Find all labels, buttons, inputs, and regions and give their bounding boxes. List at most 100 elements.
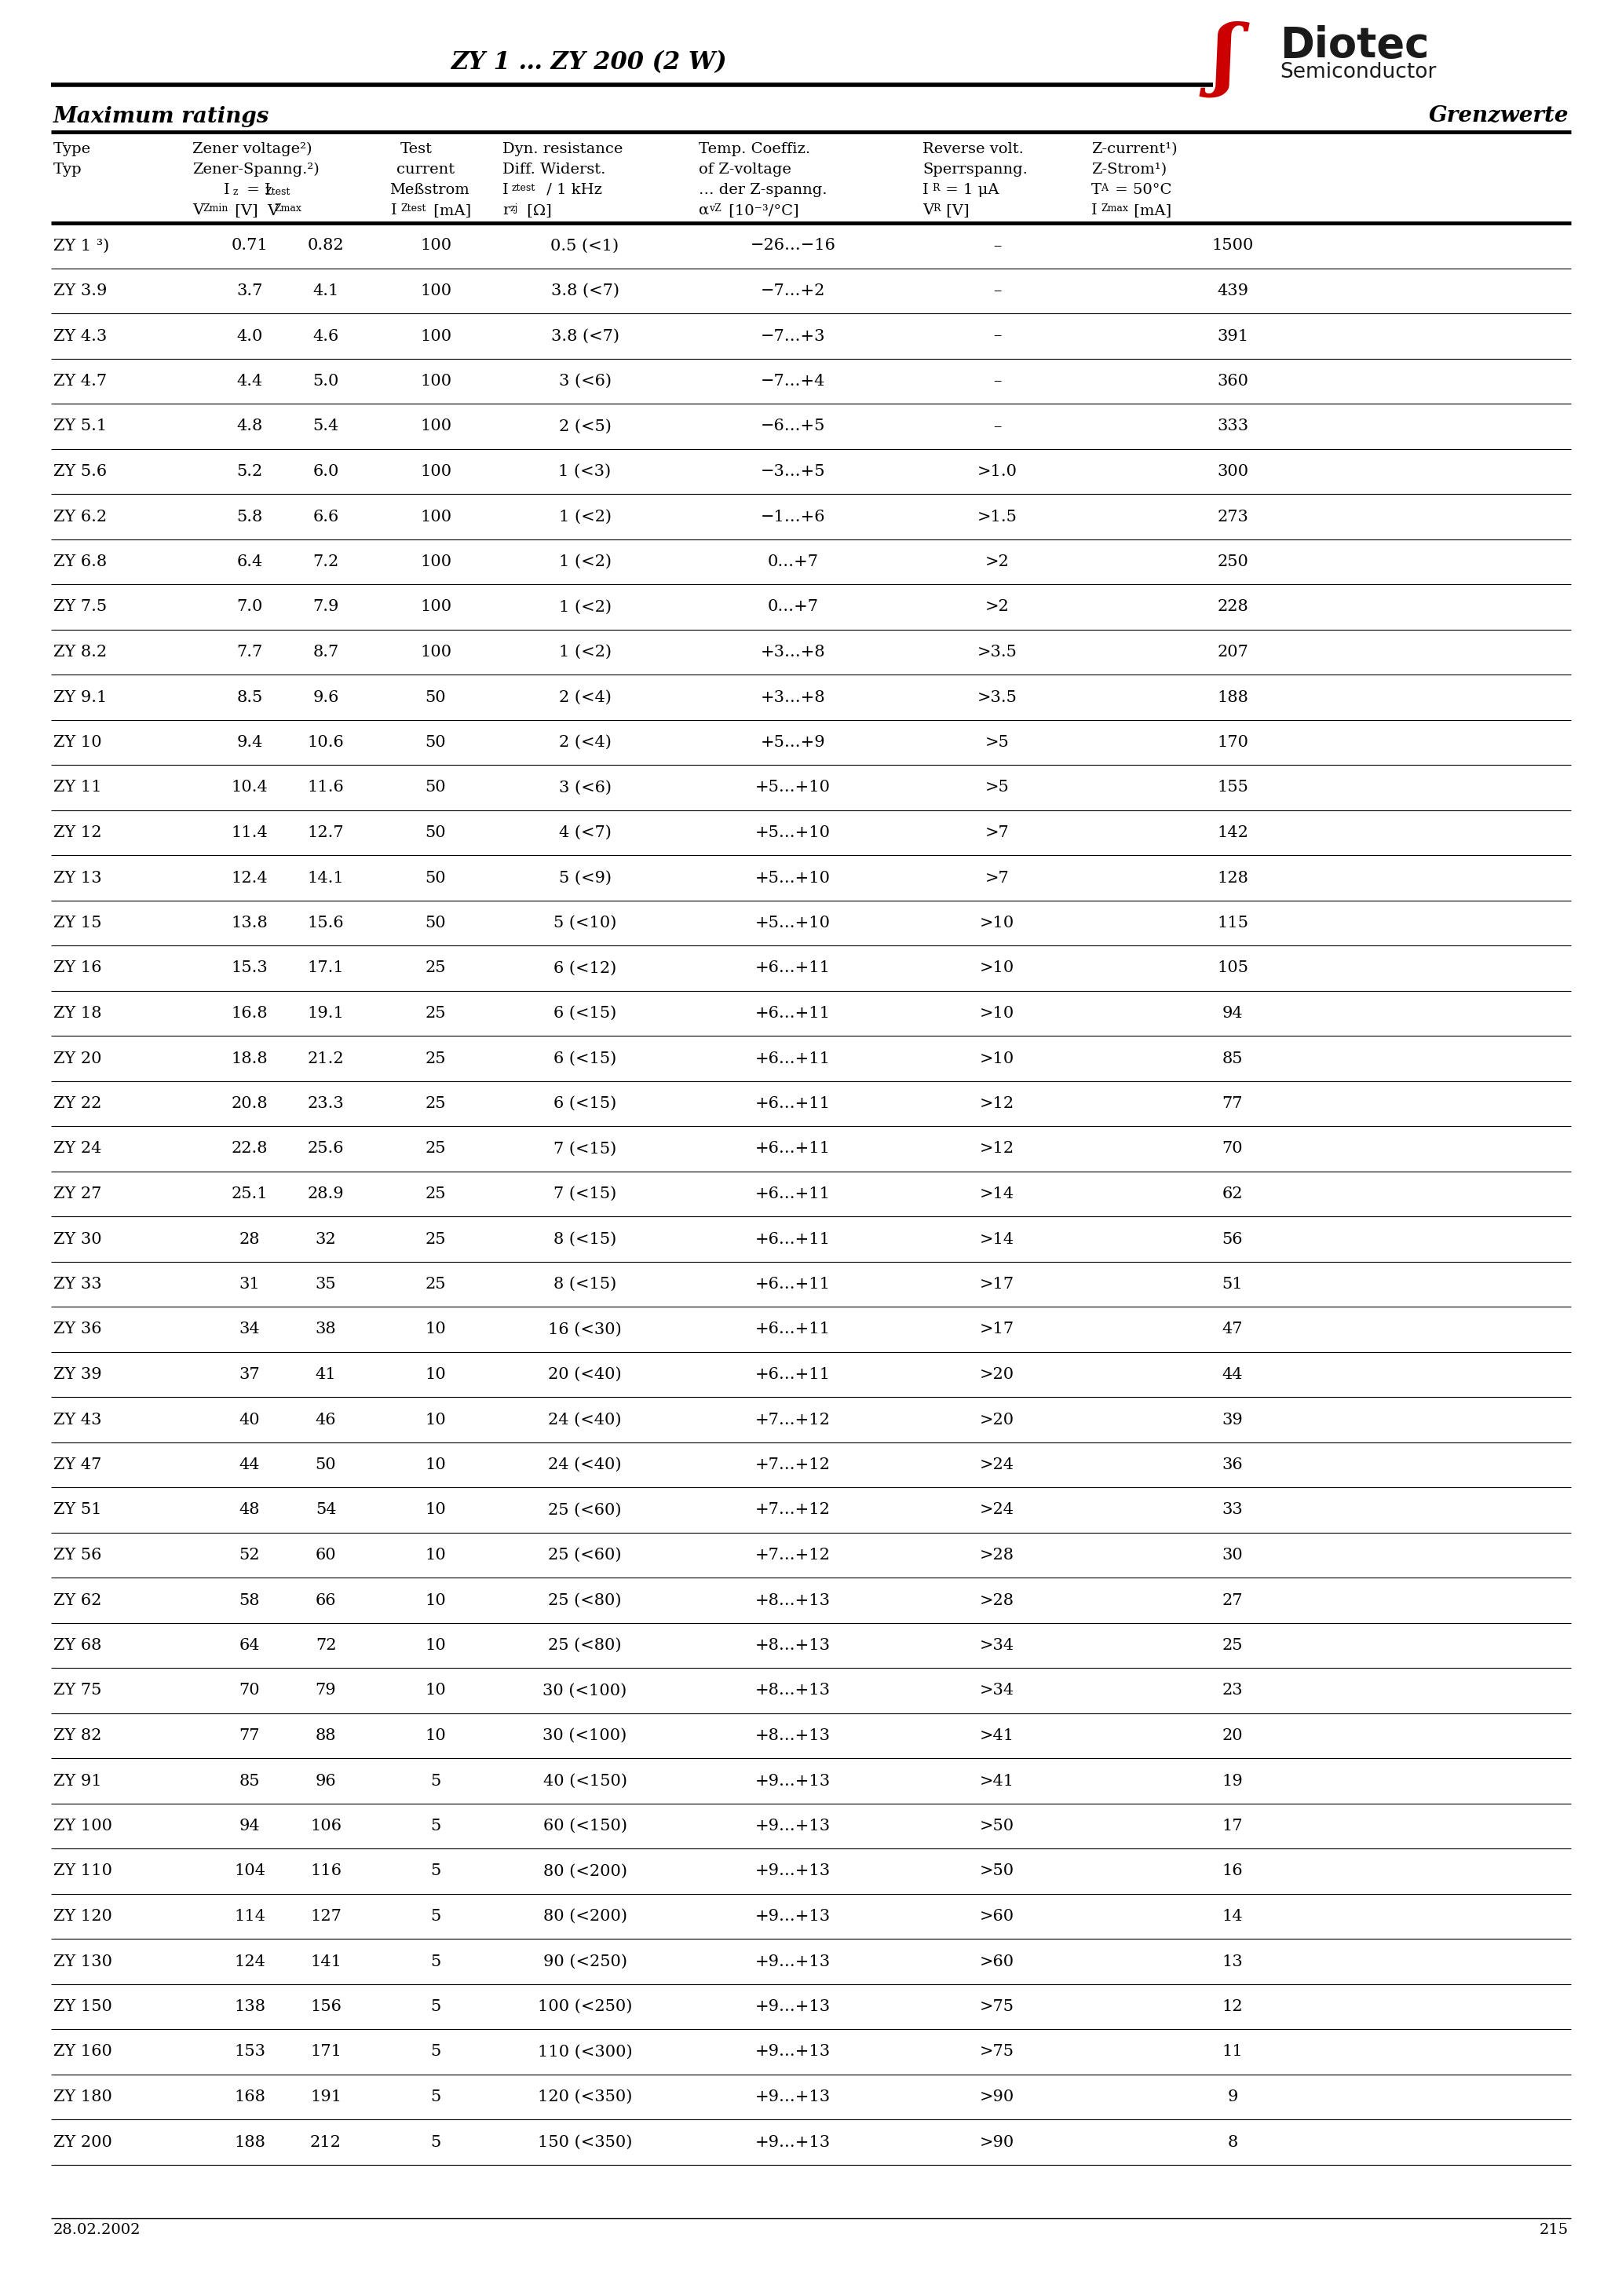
Text: 16 (<30): 16 (<30) (548, 1322, 621, 1336)
Text: 5.2: 5.2 (237, 464, 263, 480)
Text: 116: 116 (310, 1864, 342, 1878)
Text: 50: 50 (315, 1458, 336, 1472)
Text: 20: 20 (1221, 1729, 1242, 1743)
Text: >10: >10 (980, 960, 1014, 976)
Text: ZY 82: ZY 82 (54, 1729, 102, 1743)
Text: +5…+10: +5…+10 (756, 781, 830, 794)
Text: ZY 6.2: ZY 6.2 (54, 510, 107, 523)
Text: 32: 32 (315, 1231, 336, 1247)
Text: 191: 191 (310, 2089, 342, 2105)
Text: +5…+10: +5…+10 (756, 824, 830, 840)
Text: 7 (<15): 7 (<15) (553, 1141, 616, 1157)
Text: >50: >50 (980, 1864, 1014, 1878)
Text: 5: 5 (430, 1864, 441, 1878)
Text: [mA]: [mA] (428, 204, 470, 218)
Text: −7…+2: −7…+2 (761, 282, 826, 298)
Text: 5: 5 (430, 1818, 441, 1835)
Text: 9.6: 9.6 (313, 689, 339, 705)
Text: A: A (1101, 184, 1108, 193)
Text: 4.4: 4.4 (237, 374, 263, 388)
Text: 20.8: 20.8 (232, 1095, 268, 1111)
Text: −6…+5: −6…+5 (761, 418, 826, 434)
Text: >10: >10 (980, 1006, 1014, 1022)
Text: >20: >20 (980, 1366, 1014, 1382)
Text: 5: 5 (430, 2000, 441, 2014)
Text: 80 (<200): 80 (<200) (543, 1864, 626, 1878)
Text: ZY 47: ZY 47 (54, 1458, 102, 1472)
Text: 7.9: 7.9 (313, 599, 339, 615)
Text: >1.5: >1.5 (976, 510, 1017, 523)
Text: 138: 138 (234, 2000, 266, 2014)
Text: 85: 85 (1223, 1052, 1242, 1065)
Text: 2 (<4): 2 (<4) (558, 689, 611, 705)
Text: 100 (<250): 100 (<250) (537, 2000, 633, 2014)
Text: ZY 62: ZY 62 (54, 1593, 102, 1607)
Text: ZY 18: ZY 18 (54, 1006, 102, 1022)
Text: ZY 12: ZY 12 (54, 824, 102, 840)
Text: 38: 38 (315, 1322, 336, 1336)
Text: 94: 94 (1221, 1006, 1242, 1022)
Text: vZ: vZ (709, 204, 722, 214)
Text: 6.6: 6.6 (313, 510, 339, 523)
Text: +9…+13: +9…+13 (756, 1954, 830, 1970)
Text: 6 (<15): 6 (<15) (553, 1095, 616, 1111)
Text: Diff. Widerst.: Diff. Widerst. (503, 163, 605, 177)
Text: 25 (<60): 25 (<60) (548, 1502, 621, 1518)
Text: 10: 10 (425, 1458, 446, 1472)
Text: 90 (<250): 90 (<250) (543, 1954, 626, 1970)
Text: Zener-Spanng.²): Zener-Spanng.²) (193, 163, 320, 177)
Text: ZY 11: ZY 11 (54, 781, 102, 794)
Text: ZY 51: ZY 51 (54, 1502, 102, 1518)
Text: 4.1: 4.1 (313, 282, 339, 298)
Text: 100: 100 (420, 553, 451, 569)
Text: 25: 25 (425, 1095, 446, 1111)
Text: >7: >7 (985, 824, 1009, 840)
Text: 88: 88 (315, 1729, 336, 1743)
Text: 128: 128 (1216, 870, 1249, 886)
Text: +8…+13: +8…+13 (756, 1593, 830, 1607)
Text: / 1 kHz: / 1 kHz (542, 184, 602, 197)
Text: +6…+11: +6…+11 (756, 1052, 830, 1065)
Text: 100: 100 (420, 328, 451, 344)
Text: +5…+10: +5…+10 (756, 870, 830, 886)
Text: 8.7: 8.7 (313, 645, 339, 659)
Text: 104: 104 (234, 1864, 266, 1878)
Text: 58: 58 (240, 1593, 260, 1607)
Text: [V]  V: [V] V (230, 204, 279, 218)
Text: ZY 56: ZY 56 (54, 1548, 102, 1564)
Text: 11: 11 (1221, 2043, 1242, 2060)
Text: I: I (224, 184, 230, 197)
Text: = 50°C: = 50°C (1109, 184, 1171, 197)
Text: 51: 51 (1221, 1277, 1242, 1293)
Text: 17.1: 17.1 (308, 960, 344, 976)
Text: 8.5: 8.5 (237, 689, 263, 705)
Text: 5.0: 5.0 (313, 374, 339, 388)
Text: 0…+7: 0…+7 (767, 599, 819, 615)
Text: 17: 17 (1221, 1818, 1242, 1835)
Text: >41: >41 (980, 1729, 1014, 1743)
Text: >24: >24 (980, 1502, 1014, 1518)
Text: 10: 10 (425, 1729, 446, 1743)
Text: 105: 105 (1216, 960, 1249, 976)
Text: 360: 360 (1216, 374, 1249, 388)
Text: 127: 127 (310, 1908, 342, 1924)
Text: >14: >14 (980, 1231, 1014, 1247)
Text: Reverse volt.: Reverse volt. (923, 142, 1023, 156)
Text: +6…+11: +6…+11 (756, 1231, 830, 1247)
Text: ZY 75: ZY 75 (54, 1683, 102, 1699)
Text: z: z (234, 188, 238, 197)
Text: 12: 12 (1221, 2000, 1242, 2014)
Text: 155: 155 (1216, 781, 1249, 794)
Text: 80 (<200): 80 (<200) (543, 1908, 626, 1924)
Text: 10.6: 10.6 (308, 735, 344, 751)
Text: −1…+6: −1…+6 (761, 510, 826, 523)
Text: 110 (<300): 110 (<300) (537, 2043, 633, 2060)
Text: ZY 22: ZY 22 (54, 1095, 102, 1111)
Text: 25 (<60): 25 (<60) (548, 1548, 621, 1564)
Text: +3…+8: +3…+8 (761, 689, 826, 705)
Text: 5.8: 5.8 (237, 510, 263, 523)
Text: 2 (<4): 2 (<4) (558, 735, 611, 751)
Text: R: R (933, 204, 941, 214)
Text: >5: >5 (985, 735, 1009, 751)
Text: >34: >34 (980, 1683, 1014, 1699)
